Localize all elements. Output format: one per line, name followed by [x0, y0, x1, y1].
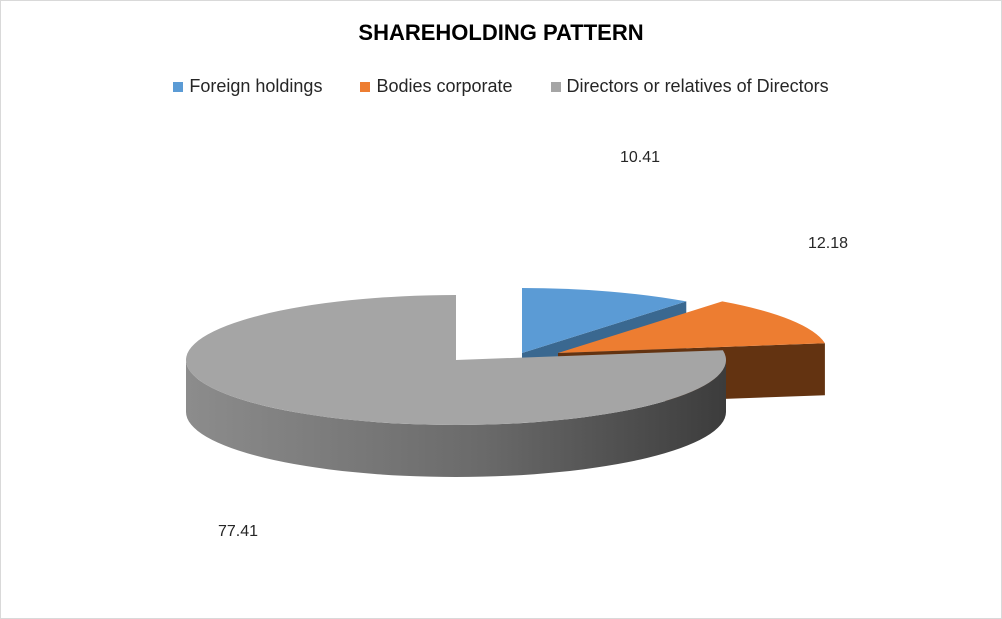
chart-title: SHAREHOLDING PATTERN [358, 20, 644, 45]
pie-side-directors [186, 360, 726, 477]
pie-slice-foreign [522, 288, 687, 353]
legend-swatch-bodies-corporate [360, 81, 371, 92]
legend-item-foreign: Foreign holdings [173, 76, 322, 97]
data-label-foreign: 10.41 [620, 149, 660, 166]
legend-item-bodies-corporate: Bodies corporate [360, 76, 513, 97]
legend-label-bodies-corporate: Bodies corporate [376, 76, 513, 96]
data-label-directors: 77.41 [218, 523, 258, 540]
legend-item-directors: Directors or relatives of Directors [550, 76, 829, 97]
legend-swatch-directors [550, 81, 561, 92]
legend-label-foreign: Foreign holdings [189, 76, 323, 96]
legend-label-directors: Directors or relatives of Directors [566, 76, 829, 96]
legend-swatch-foreign [173, 81, 184, 92]
pie-slice-directors [186, 295, 727, 425]
pie-slice-bodies-corporate [558, 301, 825, 353]
chart-legend: Foreign holdings Bodies corporate Direct… [0, 76, 1002, 97]
data-label-bodies-corporate: 12.18 [808, 235, 848, 252]
